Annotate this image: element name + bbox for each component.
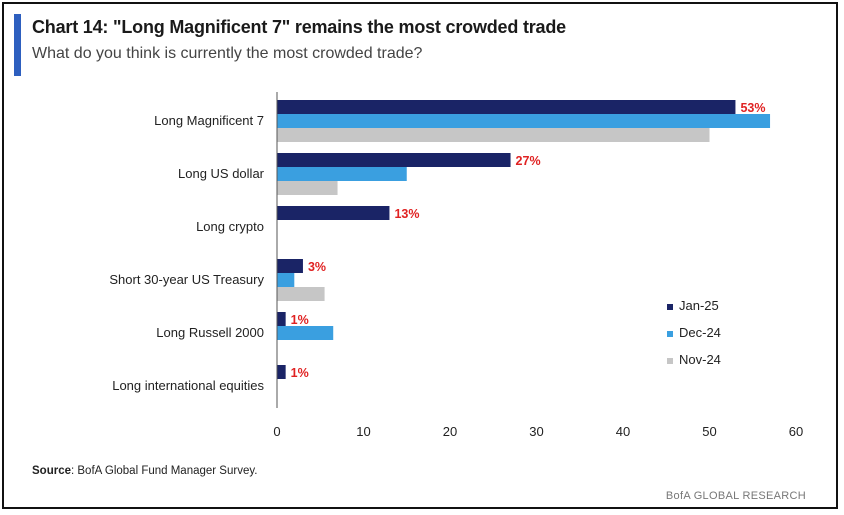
bar-dec-24 xyxy=(277,167,407,181)
chart-title: Chart 14: "Long Magnificent 7" remains t… xyxy=(32,17,566,37)
source-text: : BofA Global Fund Manager Survey. xyxy=(71,465,258,477)
x-tick-label: 40 xyxy=(616,424,630,439)
bar-dec-24 xyxy=(277,114,771,128)
bar-jan-25 xyxy=(277,206,390,220)
data-label: 27% xyxy=(516,154,541,168)
category-label: Long crypto xyxy=(196,219,264,234)
source-note: Source: BofA Global Fund Manager Survey. xyxy=(32,465,257,477)
bar-nov-24 xyxy=(277,181,338,195)
category-label: Long Russell 2000 xyxy=(156,325,264,340)
legend-entry: Jan-25 xyxy=(679,298,719,313)
chart-frame xyxy=(2,2,838,509)
brand-footer: BofA GLOBAL RESEARCH xyxy=(665,490,806,502)
data-label: 1% xyxy=(291,313,309,327)
bar-jan-25 xyxy=(277,153,511,167)
legend-swatch xyxy=(667,358,673,364)
x-tick-label: 60 xyxy=(789,424,803,439)
data-label: 53% xyxy=(740,101,765,115)
data-label: 1% xyxy=(291,366,309,380)
bar-jan-25 xyxy=(277,259,303,273)
source-label: Source xyxy=(32,465,71,477)
bar-dec-24 xyxy=(277,326,334,340)
bar-dec-24 xyxy=(277,273,295,287)
data-label: 3% xyxy=(308,260,326,274)
data-label: 13% xyxy=(394,207,419,221)
x-tick-label: 10 xyxy=(356,424,370,439)
bar-jan-25 xyxy=(277,312,286,326)
bar-nov-24 xyxy=(277,128,710,142)
legend-swatch xyxy=(667,304,673,310)
x-tick-label: 20 xyxy=(443,424,457,439)
accent-bar xyxy=(14,14,21,76)
bar-jan-25 xyxy=(277,100,736,114)
category-label: Short 30-year US Treasury xyxy=(109,272,264,287)
legend-entry: Dec-24 xyxy=(679,325,721,340)
bar-nov-24 xyxy=(277,287,325,301)
legend-swatch xyxy=(667,331,673,337)
chart-subtitle: What do you think is currently the most … xyxy=(32,45,423,62)
x-tick-label: 50 xyxy=(702,424,716,439)
category-label: Long international equities xyxy=(112,378,264,393)
category-label: Long US dollar xyxy=(178,166,265,181)
x-tick-label: 30 xyxy=(529,424,543,439)
legend-entry: Nov-24 xyxy=(679,352,721,367)
category-label: Long Magnificent 7 xyxy=(154,113,264,128)
bar-jan-25 xyxy=(277,365,286,379)
x-tick-label: 0 xyxy=(273,424,280,439)
